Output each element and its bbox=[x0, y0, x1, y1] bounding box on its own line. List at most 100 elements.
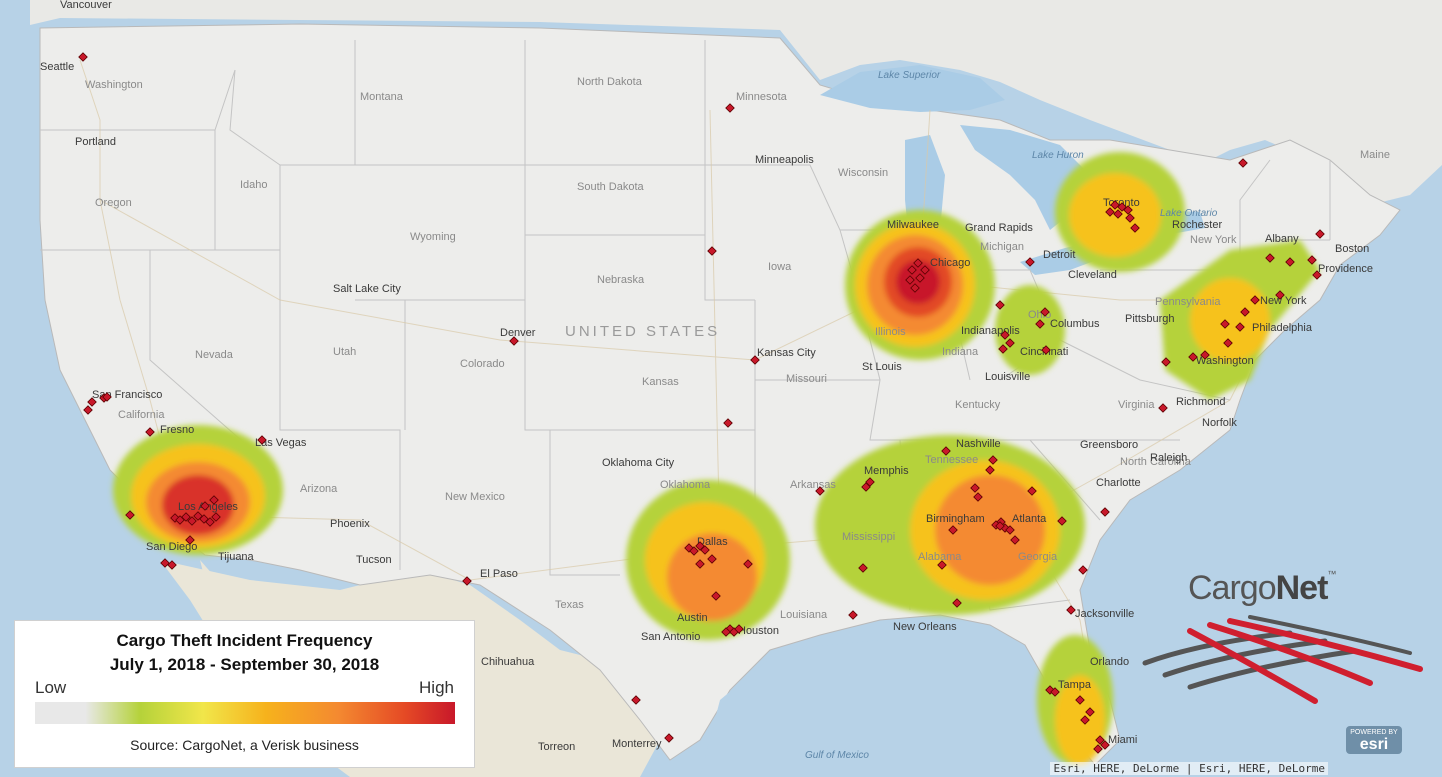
incident-marker[interactable] bbox=[910, 283, 920, 293]
incident-marker[interactable] bbox=[734, 624, 744, 634]
incident-marker[interactable] bbox=[187, 516, 197, 526]
incident-marker[interactable] bbox=[1000, 330, 1010, 340]
incident-marker[interactable] bbox=[1312, 270, 1322, 280]
incident-marker[interactable] bbox=[205, 517, 215, 527]
incident-marker[interactable] bbox=[1265, 253, 1275, 263]
incident-marker[interactable] bbox=[905, 275, 915, 285]
incident-marker[interactable] bbox=[707, 554, 717, 564]
incident-marker[interactable] bbox=[707, 246, 717, 256]
incident-marker[interactable] bbox=[1110, 200, 1120, 210]
incident-marker[interactable] bbox=[83, 405, 93, 415]
incident-marker[interactable] bbox=[1093, 744, 1103, 754]
incident-marker[interactable] bbox=[1010, 535, 1020, 545]
incident-marker[interactable] bbox=[1080, 715, 1090, 725]
incident-marker[interactable] bbox=[1113, 209, 1123, 219]
incident-marker[interactable] bbox=[1275, 290, 1285, 300]
incident-marker[interactable] bbox=[995, 521, 1005, 531]
incident-marker[interactable] bbox=[181, 512, 191, 522]
incident-marker[interactable] bbox=[167, 560, 177, 570]
incident-marker[interactable] bbox=[861, 482, 871, 492]
incident-marker[interactable] bbox=[1027, 486, 1037, 496]
incident-marker[interactable] bbox=[1161, 357, 1171, 367]
incident-marker[interactable] bbox=[948, 525, 958, 535]
incident-marker[interactable] bbox=[1078, 565, 1088, 575]
incident-markers[interactable] bbox=[78, 52, 1325, 754]
incident-marker[interactable] bbox=[1238, 158, 1248, 168]
incident-marker[interactable] bbox=[858, 563, 868, 573]
incident-marker[interactable] bbox=[1040, 307, 1050, 317]
incident-marker[interactable] bbox=[1200, 350, 1210, 360]
incident-marker[interactable] bbox=[689, 546, 699, 556]
incident-marker[interactable] bbox=[723, 418, 733, 428]
incident-marker[interactable] bbox=[1307, 255, 1317, 265]
incident-marker[interactable] bbox=[200, 501, 210, 511]
incident-marker[interactable] bbox=[985, 465, 995, 475]
incident-marker[interactable] bbox=[185, 535, 195, 545]
incident-marker[interactable] bbox=[87, 397, 97, 407]
incident-marker[interactable] bbox=[920, 265, 930, 275]
incident-marker[interactable] bbox=[988, 455, 998, 465]
incident-marker[interactable] bbox=[509, 336, 519, 346]
incident-marker[interactable] bbox=[700, 545, 710, 555]
incident-marker[interactable] bbox=[102, 392, 112, 402]
incident-marker[interactable] bbox=[725, 103, 735, 113]
esri-logo[interactable]: POWERED BY esri bbox=[1346, 726, 1402, 754]
incident-marker[interactable] bbox=[462, 576, 472, 586]
incident-marker[interactable] bbox=[1105, 207, 1115, 217]
incident-marker[interactable] bbox=[1025, 257, 1035, 267]
incident-marker[interactable] bbox=[1250, 295, 1260, 305]
incident-marker[interactable] bbox=[1057, 516, 1067, 526]
incident-marker[interactable] bbox=[721, 627, 731, 637]
incident-marker[interactable] bbox=[952, 598, 962, 608]
incident-marker[interactable] bbox=[78, 52, 88, 62]
incident-marker[interactable] bbox=[750, 355, 760, 365]
incident-marker[interactable] bbox=[1041, 345, 1051, 355]
incident-marker[interactable] bbox=[631, 695, 641, 705]
incident-marker[interactable] bbox=[1066, 605, 1076, 615]
incident-marker[interactable] bbox=[1085, 707, 1095, 717]
incident-marker[interactable] bbox=[941, 446, 951, 456]
incident-marker[interactable] bbox=[1125, 213, 1135, 223]
incident-marker[interactable] bbox=[664, 733, 674, 743]
incident-marker[interactable] bbox=[1130, 223, 1140, 233]
incident-marker[interactable] bbox=[995, 300, 1005, 310]
incident-marker[interactable] bbox=[1005, 525, 1015, 535]
incident-marker[interactable] bbox=[211, 512, 221, 522]
incident-marker[interactable] bbox=[1100, 507, 1110, 517]
incident-marker[interactable] bbox=[209, 495, 219, 505]
incident-marker[interactable] bbox=[913, 258, 923, 268]
incident-marker[interactable] bbox=[1240, 307, 1250, 317]
incident-marker[interactable] bbox=[125, 510, 135, 520]
incident-marker[interactable] bbox=[1035, 319, 1045, 329]
incident-marker[interactable] bbox=[998, 344, 1008, 354]
incident-marker[interactable] bbox=[1315, 229, 1325, 239]
incident-marker[interactable] bbox=[848, 610, 858, 620]
incident-marker[interactable] bbox=[907, 265, 917, 275]
incident-marker[interactable] bbox=[1050, 687, 1060, 697]
incident-marker[interactable] bbox=[1100, 740, 1110, 750]
state-label: Maine bbox=[1360, 149, 1390, 161]
incident-marker[interactable] bbox=[257, 435, 267, 445]
incident-marker[interactable] bbox=[973, 492, 983, 502]
incident-marker[interactable] bbox=[970, 483, 980, 493]
incident-marker[interactable] bbox=[743, 559, 753, 569]
incident-marker[interactable] bbox=[915, 273, 925, 283]
incident-marker[interactable] bbox=[1123, 205, 1133, 215]
incident-marker[interactable] bbox=[160, 558, 170, 568]
incident-marker[interactable] bbox=[1223, 338, 1233, 348]
incident-marker[interactable] bbox=[1235, 322, 1245, 332]
incident-marker[interactable] bbox=[1158, 403, 1168, 413]
incident-marker[interactable] bbox=[1005, 338, 1015, 348]
incident-marker[interactable] bbox=[1095, 735, 1105, 745]
incident-marker[interactable] bbox=[1220, 319, 1230, 329]
incident-marker[interactable] bbox=[1075, 695, 1085, 705]
incident-marker[interactable] bbox=[937, 560, 947, 570]
map-attribution[interactable]: Esri, HERE, DeLorme | Esri, HERE, DeLorm… bbox=[1050, 762, 1328, 775]
incident-marker[interactable] bbox=[1188, 352, 1198, 362]
incident-marker[interactable] bbox=[1285, 257, 1295, 267]
incident-marker[interactable] bbox=[695, 559, 705, 569]
incident-marker[interactable] bbox=[711, 591, 721, 601]
incident-marker[interactable] bbox=[815, 486, 825, 496]
incident-marker[interactable] bbox=[145, 427, 155, 437]
